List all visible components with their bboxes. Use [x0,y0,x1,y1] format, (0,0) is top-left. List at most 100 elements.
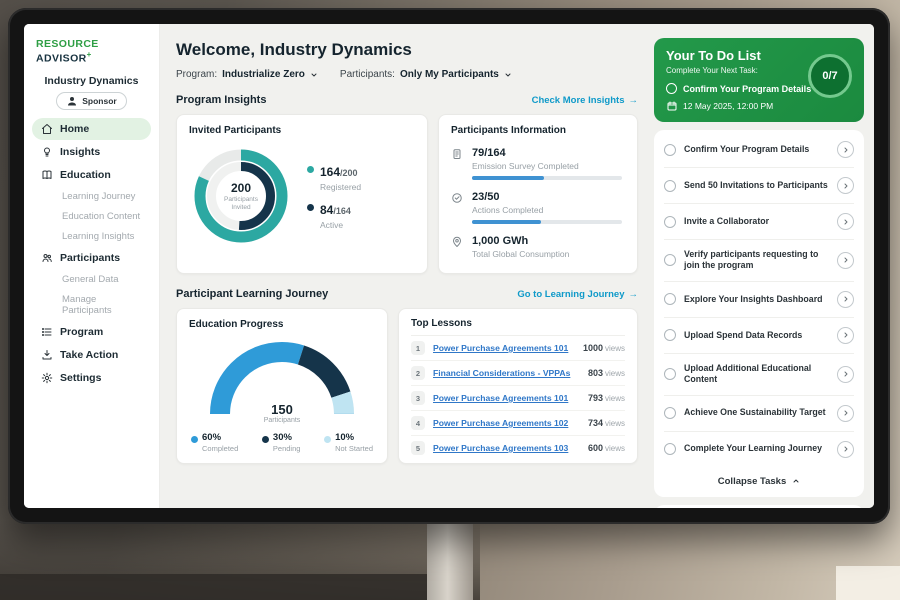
lesson-views: 734 [587,418,603,428]
sponsor-badge[interactable]: Sponsor [56,91,127,110]
learning-journey-header: Participant Learning Journey Go to Learn… [176,288,638,300]
lesson-link[interactable]: Power Purchase Agreements 103 [433,443,569,453]
chevron-right-icon[interactable] [837,177,854,194]
lesson-row: 1 Power Purchase Agreements 101 1000 view… [411,336,625,361]
task-row-confirm-program[interactable]: Confirm Your Program Details [664,132,854,168]
chevron-right-icon[interactable] [837,251,854,269]
go-to-learning-journey-label: Go to Learning Journey [517,288,625,300]
stat-value: 1,000 GWh [472,235,529,247]
todo-title: Your To Do List [666,48,761,63]
lesson-link[interactable]: Power Purchase Agreements 101 [433,393,569,403]
checkbox-icon[interactable] [664,143,676,156]
sidebar: RESOURCE ADVISOR+ Industry Dynamics Spon… [24,24,160,508]
checkbox-icon[interactable] [664,368,676,381]
not-started-label: Not Started [335,444,373,453]
go-to-learning-journey-link[interactable]: Go to Learning Journey → [517,289,638,300]
filter-bar: Program: Industrialize Zero Participants… [176,69,638,80]
stat-actions-completed: 23/50 Actions Completed [451,191,625,224]
chevron-right-icon[interactable] [837,440,854,458]
invited-card-title: Invited Participants [189,125,282,136]
participants-filter[interactable]: Participants: Only My Participants [340,69,512,80]
invited-donut-chart: 200 Participants Invited [189,144,293,248]
stat-global-consumption: 1,000 GWh Total Global Consumption [451,235,625,259]
checkbox-icon[interactable] [664,329,676,342]
background-shadow [0,574,430,600]
lesson-row: 3 Power Purchase Agreements 101 793 views [411,386,625,411]
sidebar-item-insights[interactable]: Insights [32,141,151,163]
gauge-pending-segment [210,342,354,415]
task-label: Upload Spend Data Records [684,329,803,340]
check-circle-icon [451,192,463,224]
top-lessons-card: Top Lessons 1 Power Purchase Agreements … [398,308,638,464]
lesson-link[interactable]: Financial Considerations - VPPAs [433,368,571,378]
sidebar-item-label: Take Action [60,348,119,361]
checkbox-icon[interactable] [664,215,676,228]
task-row-achieve-target[interactable]: Achieve One Sustainability Target [664,396,854,432]
task-label: Achieve One Sustainability Target [684,407,826,418]
program-insights-header: Program Insights Check More Insights → [176,94,638,106]
sidebar-item-learning-journey[interactable]: Learning Journey [32,187,151,206]
checkbox-icon[interactable] [664,443,676,456]
lesson-rank: 4 [411,416,425,430]
gauge-total: 150 [271,402,293,417]
calendar-icon [667,101,677,111]
chevron-right-icon[interactable] [837,290,854,308]
chevron-right-icon[interactable] [837,141,854,158]
sidebar-item-education[interactable]: Education [32,164,151,186]
lesson-link[interactable]: Power Purchase Agreements 102 [433,418,569,428]
checkbox-icon[interactable] [664,179,676,192]
lesson-views-label: views [604,394,625,403]
checkbox-icon[interactable] [664,407,676,420]
org-name: Industry Dynamics [44,74,139,87]
chevron-right-icon[interactable] [837,213,854,230]
sidebar-item-program[interactable]: Program [32,321,151,343]
collapse-tasks-button[interactable]: Collapse Tasks [664,467,854,495]
lesson-link[interactable]: Power Purchase Agreements 101 [433,343,569,353]
task-row-verify-participants[interactable]: Verify participants requesting to join t… [664,240,854,282]
checkbox-icon[interactable] [666,83,677,94]
chevron-right-icon[interactable] [837,326,854,344]
sidebar-item-participants[interactable]: Participants [32,247,151,269]
location-pin-icon [451,236,463,259]
logo-plus: + [86,50,92,59]
checkbox-icon[interactable] [664,254,676,267]
sidebar-item-learning-insights[interactable]: Learning Insights [32,227,151,246]
sidebar-item-general-data[interactable]: General Data [32,270,151,289]
chevron-right-icon[interactable] [837,404,854,422]
completed-pct: 60% [202,432,222,443]
registered-value: 164 [320,164,341,179]
page-title: Welcome, Industry Dynamics [176,40,412,59]
book-icon [41,169,53,181]
checkbox-icon[interactable] [664,293,676,306]
app-logo: RESOURCE ADVISOR+ [24,36,159,73]
sidebar-item-home[interactable]: Home [32,117,151,140]
task-row-complete-learning-journey[interactable]: Complete Your Learning Journey [664,432,854,467]
gauge-total-label: Participants [263,417,301,424]
sidebar-item-education-content[interactable]: Education Content [32,207,151,226]
sidebar-item-manage-participants[interactable]: Manage Participants [32,290,151,320]
todo-progress-badge: 0/7 [808,54,852,98]
registered-ring [194,149,288,243]
sidebar-item-take-action[interactable]: Take Action [32,344,151,366]
task-row-send-invitations[interactable]: Send 50 Invitations to Participants [664,168,854,204]
task-row-invite-collaborator[interactable]: Invite a Collaborator [664,204,854,240]
learning-journey-title: Participant Learning Journey [176,288,329,300]
program-filter[interactable]: Program: Industrialize Zero [176,69,318,80]
collapse-tasks-label: Collapse Tasks [717,475,787,487]
chevron-right-icon[interactable] [837,365,854,383]
sidebar-item-settings[interactable]: Settings [32,367,151,389]
stat-value: 23/50 [472,191,500,203]
sidebar-subitem-label: Education Content [62,210,141,222]
task-row-upload-spend-data[interactable]: Upload Spend Data Records [664,318,854,354]
task-row-explore-insights[interactable]: Explore Your Insights Dashboard [664,282,854,318]
lesson-views: 793 [587,393,603,403]
todo-next-date-label: 12 May 2025, 12:00 PM [683,101,774,111]
sidebar-item-label: Insights [60,145,101,158]
task-row-upload-educational-content[interactable]: Upload Additional Educational Content [664,354,854,396]
todo-next-task[interactable]: Confirm Your Program Details [666,83,852,94]
lightbulb-icon [41,146,53,158]
registered-suffix: /200 [340,167,358,178]
check-more-insights-link[interactable]: Check More Insights → [532,95,638,106]
not-started-pct: 10% [335,432,355,443]
chevron-down-icon [505,73,511,76]
